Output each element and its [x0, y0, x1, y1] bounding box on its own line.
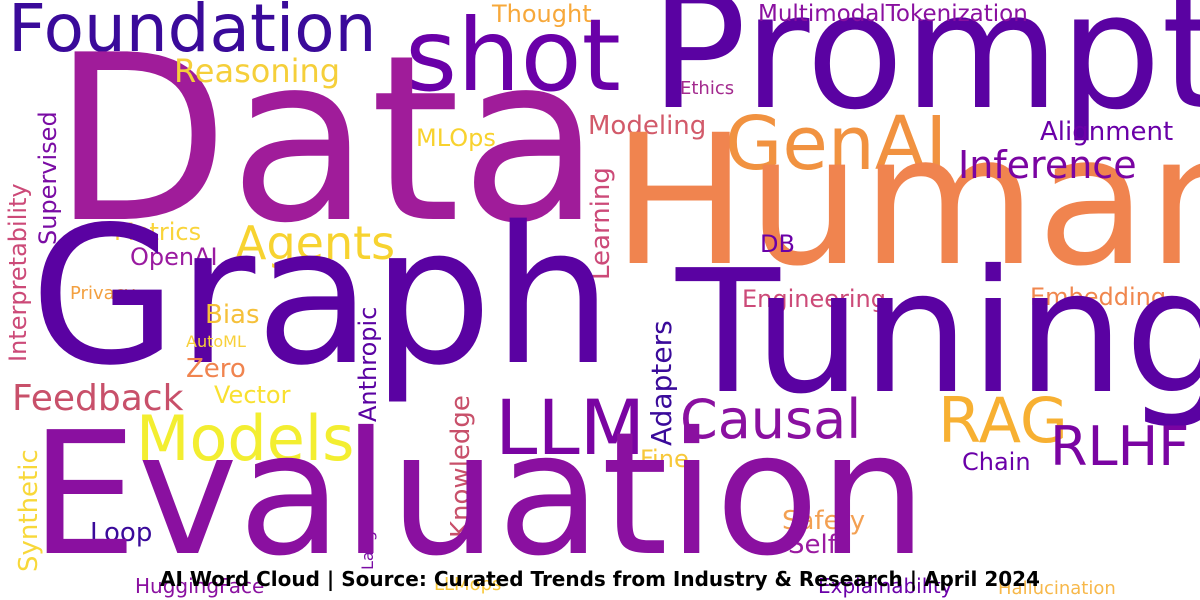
- word-self: Self: [788, 530, 837, 560]
- word-llm: LLM: [495, 383, 646, 472]
- word-causal: Causal: [680, 388, 862, 451]
- word-interpretability: Interpretability: [4, 183, 32, 362]
- word-human: Human: [612, 97, 1200, 306]
- word-explainability: Explainability: [818, 574, 953, 598]
- word-automl: AutoML: [186, 332, 246, 351]
- word-agents: Agents: [235, 216, 396, 270]
- word-evaluation: Evaluation: [30, 396, 927, 594]
- word-ethics: Ethics: [680, 78, 735, 99]
- word-llmops: LLMops: [434, 574, 502, 595]
- word-loop: Loop: [90, 518, 153, 548]
- word-tuning: Tuning: [676, 234, 1200, 432]
- word-thought: Thought: [492, 0, 592, 28]
- word-models: Models: [136, 402, 355, 475]
- word-mlops: MLOps: [416, 124, 496, 152]
- word-graph: Graph: [30, 186, 613, 407]
- word-alignment: Alignment: [1040, 117, 1174, 147]
- word-huggingface: HuggingFace: [135, 574, 265, 598]
- word-rlhf: RLHF: [1050, 415, 1190, 478]
- word-reasoning: Reasoning: [174, 52, 341, 90]
- word-data: Data: [52, 7, 602, 274]
- word-privacy: Privacy: [70, 283, 136, 304]
- word-openai: OpenAI: [130, 243, 218, 271]
- word-safety: Safety: [782, 506, 866, 536]
- word-shot: shot: [405, 0, 621, 114]
- word-feedback: Feedback: [12, 378, 184, 419]
- word-zero: Zero: [186, 354, 246, 384]
- caption: AI Word Cloud | Source: Curated Trends f…: [160, 567, 1040, 591]
- word-metrics: Metrics: [114, 218, 202, 246]
- word-inference: Inference: [958, 143, 1137, 187]
- word-db: DB: [760, 230, 795, 258]
- word-multimodaltokenization: MultimodalTokenization: [758, 1, 1028, 27]
- word-genai: GenAI: [725, 101, 948, 187]
- word-embedding: Embedding: [1030, 283, 1167, 311]
- word-foundation: Foundation: [8, 0, 377, 67]
- word-vector: Vector: [214, 381, 291, 409]
- word-fine: Fine: [640, 445, 689, 473]
- word-hallucination: Hallucination: [998, 578, 1116, 599]
- word-rag: RAG: [938, 384, 1068, 457]
- word-chain: Chain: [962, 448, 1031, 476]
- word-bias: Bias: [205, 300, 260, 330]
- word-prompt: Prompt: [650, 0, 1200, 145]
- word-modeling: Modeling: [588, 111, 707, 141]
- word-engineering: Engineering: [742, 285, 886, 313]
